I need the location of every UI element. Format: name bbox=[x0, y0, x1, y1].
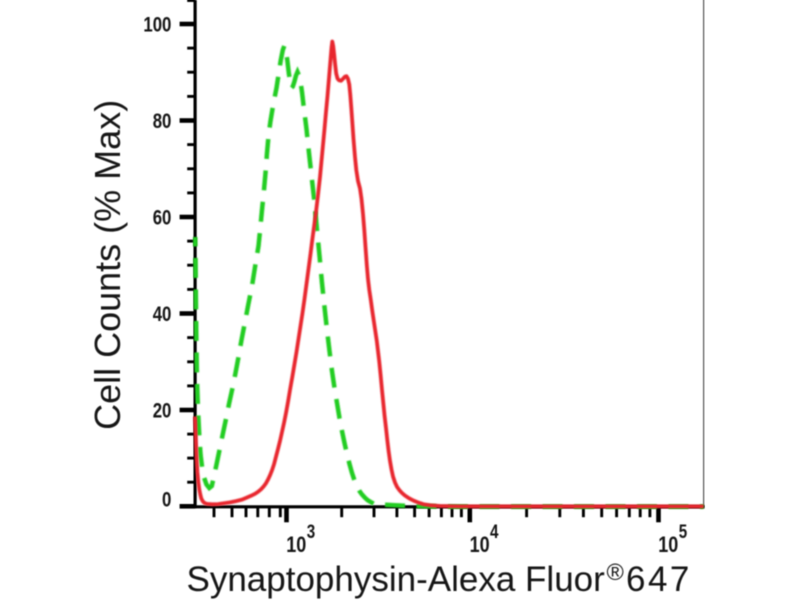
svg-text:®: ® bbox=[607, 559, 624, 585]
svg-text:80: 80 bbox=[153, 110, 172, 133]
svg-text:10: 10 bbox=[470, 533, 490, 557]
svg-text:20: 20 bbox=[153, 400, 172, 423]
svg-text:Cell Counts (% Max): Cell Counts (% Max) bbox=[87, 100, 128, 430]
svg-text:4: 4 bbox=[490, 520, 499, 542]
svg-text:0: 0 bbox=[162, 489, 171, 512]
svg-text:10: 10 bbox=[286, 533, 306, 557]
svg-text:40: 40 bbox=[153, 303, 172, 326]
svg-text:Synaptophysin-Alexa Fluor: Synaptophysin-Alexa Fluor bbox=[187, 560, 606, 599]
svg-text:5: 5 bbox=[679, 520, 688, 542]
svg-text:100: 100 bbox=[143, 14, 171, 37]
svg-text:60: 60 bbox=[153, 207, 172, 230]
svg-text:647: 647 bbox=[626, 560, 692, 599]
svg-text:10: 10 bbox=[658, 533, 678, 557]
svg-text:3: 3 bbox=[307, 520, 315, 542]
